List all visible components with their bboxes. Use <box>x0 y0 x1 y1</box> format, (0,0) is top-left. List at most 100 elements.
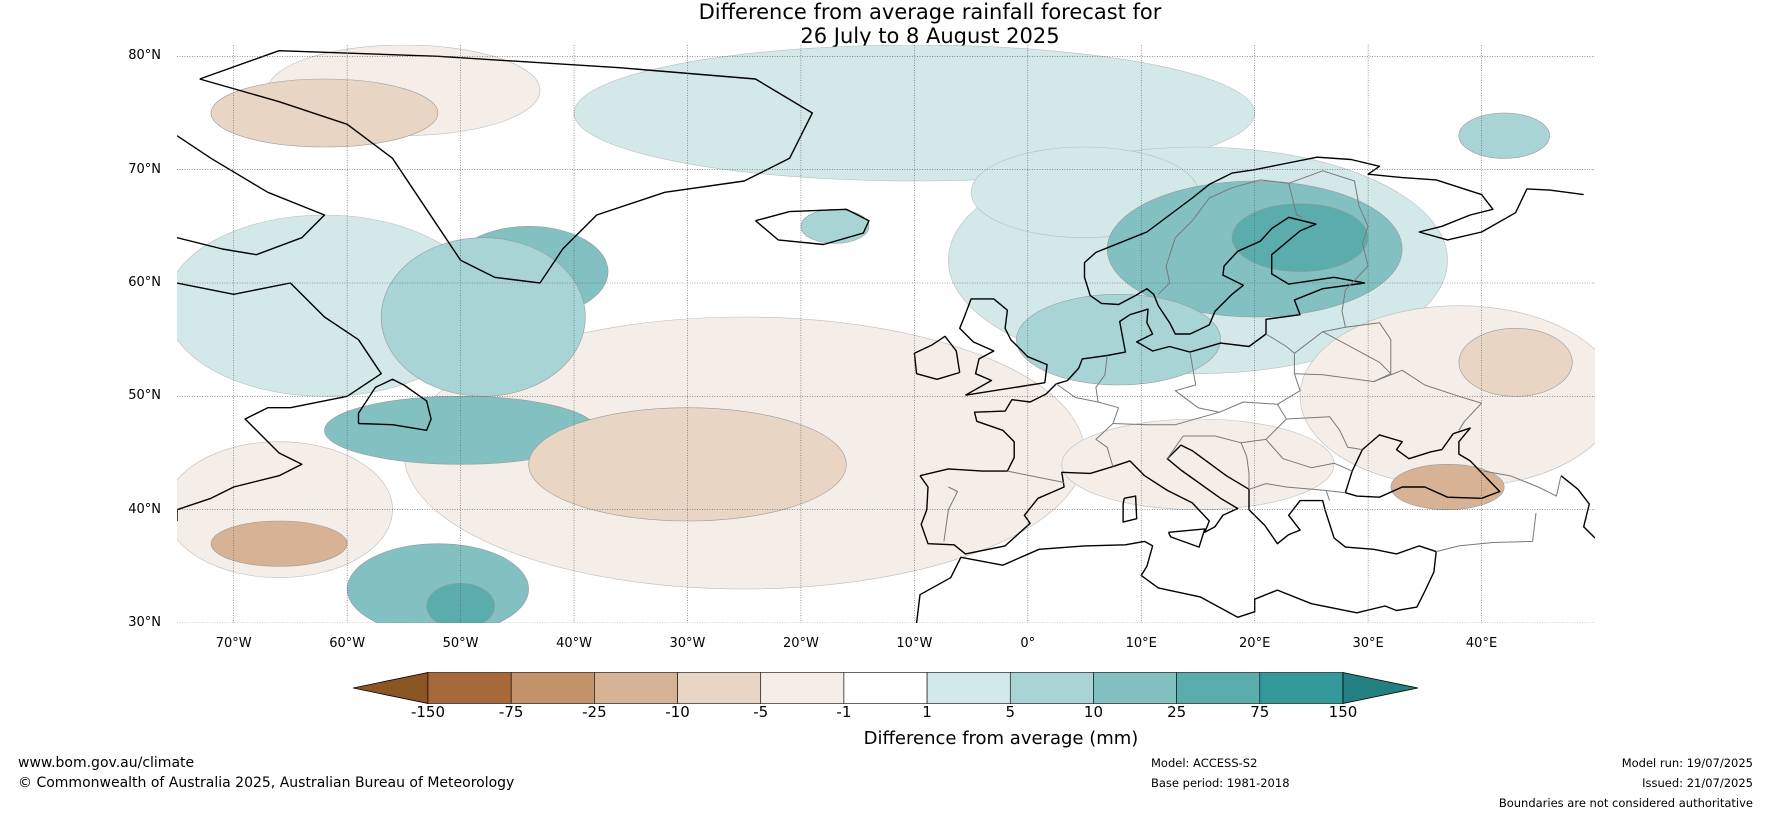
caspian-coast <box>1560 475 1595 539</box>
boundary-line <box>1166 435 1184 459</box>
colorbar-tick-label: -75 <box>498 703 524 721</box>
colorbar-segment <box>1176 672 1261 704</box>
newfoundland-coast <box>357 378 432 431</box>
national-boundaries <box>943 170 1562 553</box>
colorbar-segment <box>926 672 1011 704</box>
colorbar-segment <box>594 672 678 704</box>
boundary-line <box>1294 331 1392 383</box>
base-period-text: Base period: 1981-2018 <box>1151 776 1290 790</box>
title-line-1: Difference from average rainfall forecas… <box>698 0 1162 24</box>
colorbar-segment <box>1093 672 1177 704</box>
colorbar-over-triangle <box>1342 672 1419 704</box>
sicily-coast <box>1167 528 1206 548</box>
boundary-line <box>1436 513 1537 553</box>
latitude-label: 60°N <box>128 275 161 290</box>
scandinavia-wetter-core <box>1231 203 1369 272</box>
ireland-coast <box>913 335 961 380</box>
map-panel <box>177 45 1595 623</box>
latitude-label: 80°N <box>128 48 161 64</box>
map-title: Difference from average rainfall forecas… <box>0 0 1770 48</box>
north-africa-coast <box>915 540 1437 623</box>
colorbar-tick-label: -1 <box>836 703 852 721</box>
eastern-europe-drier <box>1458 328 1573 397</box>
longitude-label: 30°E <box>1352 636 1384 651</box>
colorbar-segment <box>677 672 762 704</box>
colorbar-segment <box>843 672 928 704</box>
boundary-line <box>1240 442 1250 490</box>
mid-atlantic-drier <box>528 407 847 522</box>
longitude-label: 60°W <box>329 636 366 651</box>
colorbar-tick-label: -5 <box>753 703 769 721</box>
north-sea-wetter <box>1016 294 1221 386</box>
colorbar-under-triangle <box>352 672 429 704</box>
baffin-coast <box>177 135 326 256</box>
scandinavia-coast <box>1083 156 1584 335</box>
colorbar-tick-label: -25 <box>582 703 607 721</box>
longitude-label: 10°W <box>896 636 933 651</box>
latitude-label: 40°N <box>128 501 161 517</box>
colorbar-tick-label: -10 <box>665 703 690 721</box>
colorbar-label: Difference from average (mm) <box>863 728 1139 749</box>
colorbar-segment <box>760 672 845 704</box>
boundary-line <box>1345 322 1392 374</box>
colorbar-segment <box>510 672 595 704</box>
boundary-line <box>1265 439 1353 472</box>
boundary-line <box>1183 401 1287 444</box>
iceland-wetter <box>800 209 870 244</box>
colorbar-tick-label: -150 <box>410 703 446 721</box>
latitude-label: 70°N <box>128 161 161 177</box>
boundary-line <box>1095 355 1108 403</box>
coastlines <box>177 49 1595 623</box>
colorbar-tick-label: 25 <box>1167 703 1187 721</box>
website-link[interactable]: www.bom.gov.au/climate <box>18 755 195 771</box>
greenland-west-drier <box>210 78 439 148</box>
longitude-label: 40°W <box>556 636 592 651</box>
boundary-line <box>1055 383 1120 467</box>
boundary-line <box>1373 369 1483 431</box>
longitude-label: 10°E <box>1125 636 1157 651</box>
boundary-line <box>1157 179 1261 295</box>
longitude-label: 70°W <box>215 636 252 651</box>
colorbar-tick-label: 150 <box>1328 703 1358 721</box>
bay-of-biscay-coast <box>919 282 1365 477</box>
latitude-label: 50°N <box>128 388 161 404</box>
boundary-line <box>1265 333 1301 405</box>
barents-wetter <box>1458 112 1550 159</box>
longitude-label: 40°E <box>1465 636 1498 651</box>
labrador-sea-wetter <box>380 237 586 397</box>
title-line-2: 26 July to 8 August 2025 <box>800 24 1060 48</box>
boundary-line <box>1007 470 1065 483</box>
boundary-line <box>1288 183 1303 218</box>
boundary-line <box>943 486 958 542</box>
model-run-text: Model run: 19/07/2025 <box>1621 756 1753 770</box>
boundary-line <box>1248 483 1346 494</box>
colorbar <box>352 672 1419 712</box>
labrador-coast <box>177 282 382 521</box>
colorbar-tick-label: 75 <box>1250 703 1270 721</box>
boundary-line <box>1483 470 1562 497</box>
longitude-label: 20°W <box>782 636 819 651</box>
longitude-label: 50°W <box>442 636 479 651</box>
mediterranean-islands <box>1122 495 1138 523</box>
longitude-label: 30°W <box>669 636 706 651</box>
colorbar-segment <box>1009 672 1094 704</box>
colorbar-graphic <box>352 672 1419 704</box>
boundaries-note: Boundaries are not considered authoritat… <box>1498 796 1753 810</box>
boundary-line <box>1112 352 1220 426</box>
issued-text: Issued: 21/07/2025 <box>1642 776 1753 790</box>
britain-coast <box>959 298 1048 396</box>
colorbar-tick-label: 10 <box>1083 703 1103 721</box>
boundary-line <box>1286 416 1363 451</box>
longitude-label: 0° <box>1020 636 1036 651</box>
europe-west-coast <box>919 444 1437 555</box>
latitude-label: 30°N <box>128 615 161 630</box>
iceland-coast <box>755 208 870 246</box>
colorbar-segment <box>427 672 512 704</box>
atlantic-west-drier <box>210 520 348 567</box>
boundary-line <box>1325 490 1331 501</box>
black-sea-coast <box>1344 427 1501 499</box>
colorbar-segment <box>1259 672 1344 704</box>
boundary-line <box>1260 170 1369 291</box>
longitude-label: 20°E <box>1239 636 1271 651</box>
